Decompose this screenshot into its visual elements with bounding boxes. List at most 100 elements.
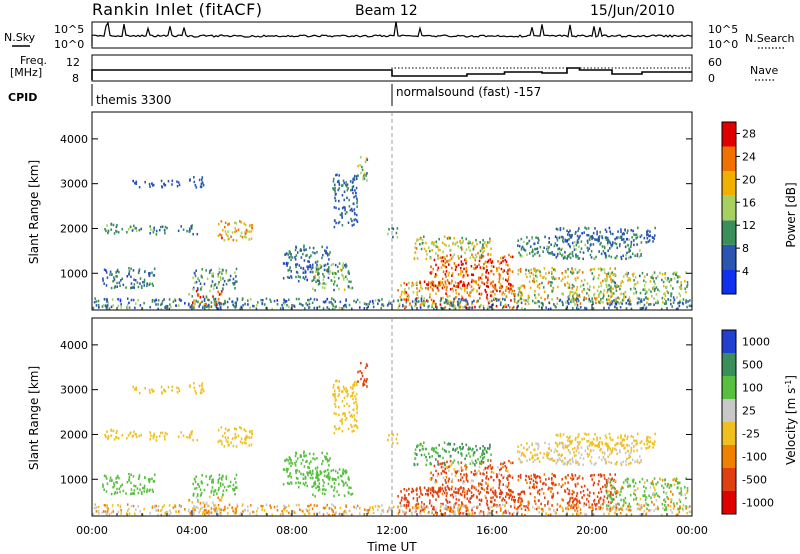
power-cell bbox=[265, 297, 268, 300]
power-cell bbox=[638, 297, 640, 301]
power-cell bbox=[340, 268, 343, 272]
velocity-cell bbox=[554, 448, 557, 451]
velocity-cell bbox=[302, 458, 304, 462]
power-cell bbox=[500, 267, 503, 271]
velocity-cell bbox=[612, 493, 614, 497]
velocity-cell bbox=[465, 478, 468, 481]
power-cell bbox=[571, 307, 574, 310]
velocity-cell bbox=[234, 512, 237, 515]
power-cell bbox=[465, 270, 468, 274]
velocity-cell bbox=[608, 453, 611, 456]
velocity-cell bbox=[165, 510, 167, 514]
velocity-cell bbox=[556, 442, 558, 446]
velocity-cell bbox=[118, 487, 121, 490]
power-cell bbox=[217, 222, 220, 226]
power-cell bbox=[546, 245, 548, 248]
velocity-cell bbox=[311, 472, 314, 475]
velocity-cell bbox=[210, 474, 213, 478]
power-cell bbox=[595, 255, 597, 259]
freq-tick-high: 12 bbox=[66, 56, 80, 69]
velocity-cell bbox=[523, 492, 526, 495]
velocity-cell bbox=[494, 494, 497, 497]
velocity-cell bbox=[538, 444, 540, 448]
velocity-cell bbox=[661, 478, 664, 482]
power-cell bbox=[171, 179, 174, 183]
velocity-cell bbox=[609, 438, 612, 441]
velocity-cell bbox=[520, 490, 523, 494]
velocity-cell bbox=[239, 513, 242, 517]
power-cell bbox=[613, 280, 616, 284]
velocity-cell bbox=[302, 473, 305, 477]
power-cell bbox=[619, 305, 622, 309]
velocity-cell bbox=[271, 513, 273, 517]
velocity-cell bbox=[626, 481, 629, 484]
power-cell bbox=[260, 298, 262, 302]
velocity-cell bbox=[310, 473, 313, 477]
power-cell bbox=[208, 271, 211, 275]
power-cell bbox=[500, 261, 502, 264]
velocity-cell bbox=[641, 477, 644, 481]
power-cell bbox=[560, 235, 563, 239]
power-cell bbox=[439, 248, 441, 252]
velocity-cell bbox=[517, 506, 520, 509]
velocity-cell bbox=[568, 499, 571, 503]
velocity-cell bbox=[347, 427, 350, 430]
power-cell bbox=[575, 230, 577, 234]
power-cell bbox=[414, 298, 417, 301]
velocity-cell bbox=[460, 452, 462, 455]
power-cell bbox=[410, 305, 413, 309]
velocity-cell bbox=[649, 436, 651, 439]
freq-unit: [MHz] bbox=[10, 66, 42, 79]
velocity-cell bbox=[610, 501, 612, 504]
power-cell bbox=[630, 243, 633, 246]
velocity-cell bbox=[153, 434, 155, 437]
velocity-cell bbox=[487, 465, 490, 468]
power-cell bbox=[666, 279, 669, 282]
velocity-cell bbox=[305, 481, 307, 485]
power-cell bbox=[112, 223, 115, 227]
power-cell bbox=[115, 230, 118, 233]
power-cell bbox=[444, 273, 447, 276]
power-cell bbox=[404, 290, 407, 294]
power-cell bbox=[568, 283, 571, 286]
velocity-cell bbox=[680, 487, 682, 490]
power-cell bbox=[462, 306, 464, 309]
velocity-cell bbox=[516, 511, 519, 515]
power-cell bbox=[617, 296, 619, 299]
velocity-cell bbox=[479, 455, 482, 459]
velocity-cell bbox=[440, 465, 443, 469]
power-cell bbox=[199, 296, 202, 299]
velocity-cell bbox=[295, 503, 298, 507]
power-cell bbox=[685, 271, 687, 274]
power-cell bbox=[467, 302, 469, 306]
velocity-cell bbox=[627, 477, 629, 481]
power-cell bbox=[333, 307, 336, 310]
power-cell bbox=[606, 278, 608, 282]
velocity-cell bbox=[205, 501, 208, 504]
power-cell bbox=[608, 298, 611, 301]
velocity-cell bbox=[419, 509, 422, 513]
power-cell bbox=[586, 233, 588, 237]
power-cell bbox=[341, 212, 343, 215]
power-cell bbox=[614, 284, 616, 288]
power-cell bbox=[664, 294, 667, 297]
power-cell bbox=[148, 273, 150, 277]
velocity-cell bbox=[462, 468, 464, 472]
velocity-cell bbox=[475, 472, 477, 476]
velocity-cell bbox=[399, 501, 402, 505]
power-cell bbox=[323, 268, 326, 272]
velocity-cell bbox=[406, 499, 409, 503]
power-cell bbox=[609, 303, 611, 307]
velocity-cell bbox=[309, 471, 312, 474]
velocity-cell bbox=[485, 496, 487, 500]
power-cell bbox=[482, 266, 484, 269]
power-cell bbox=[616, 283, 618, 287]
y-tick-label: 3000 bbox=[60, 178, 88, 191]
power-cell bbox=[452, 241, 455, 245]
power-cell bbox=[607, 302, 609, 306]
velocity-cell bbox=[587, 433, 590, 436]
power-cell bbox=[143, 278, 146, 282]
velocity-cell bbox=[496, 473, 498, 476]
power-cell bbox=[465, 272, 468, 275]
velocity-cell bbox=[193, 512, 195, 516]
